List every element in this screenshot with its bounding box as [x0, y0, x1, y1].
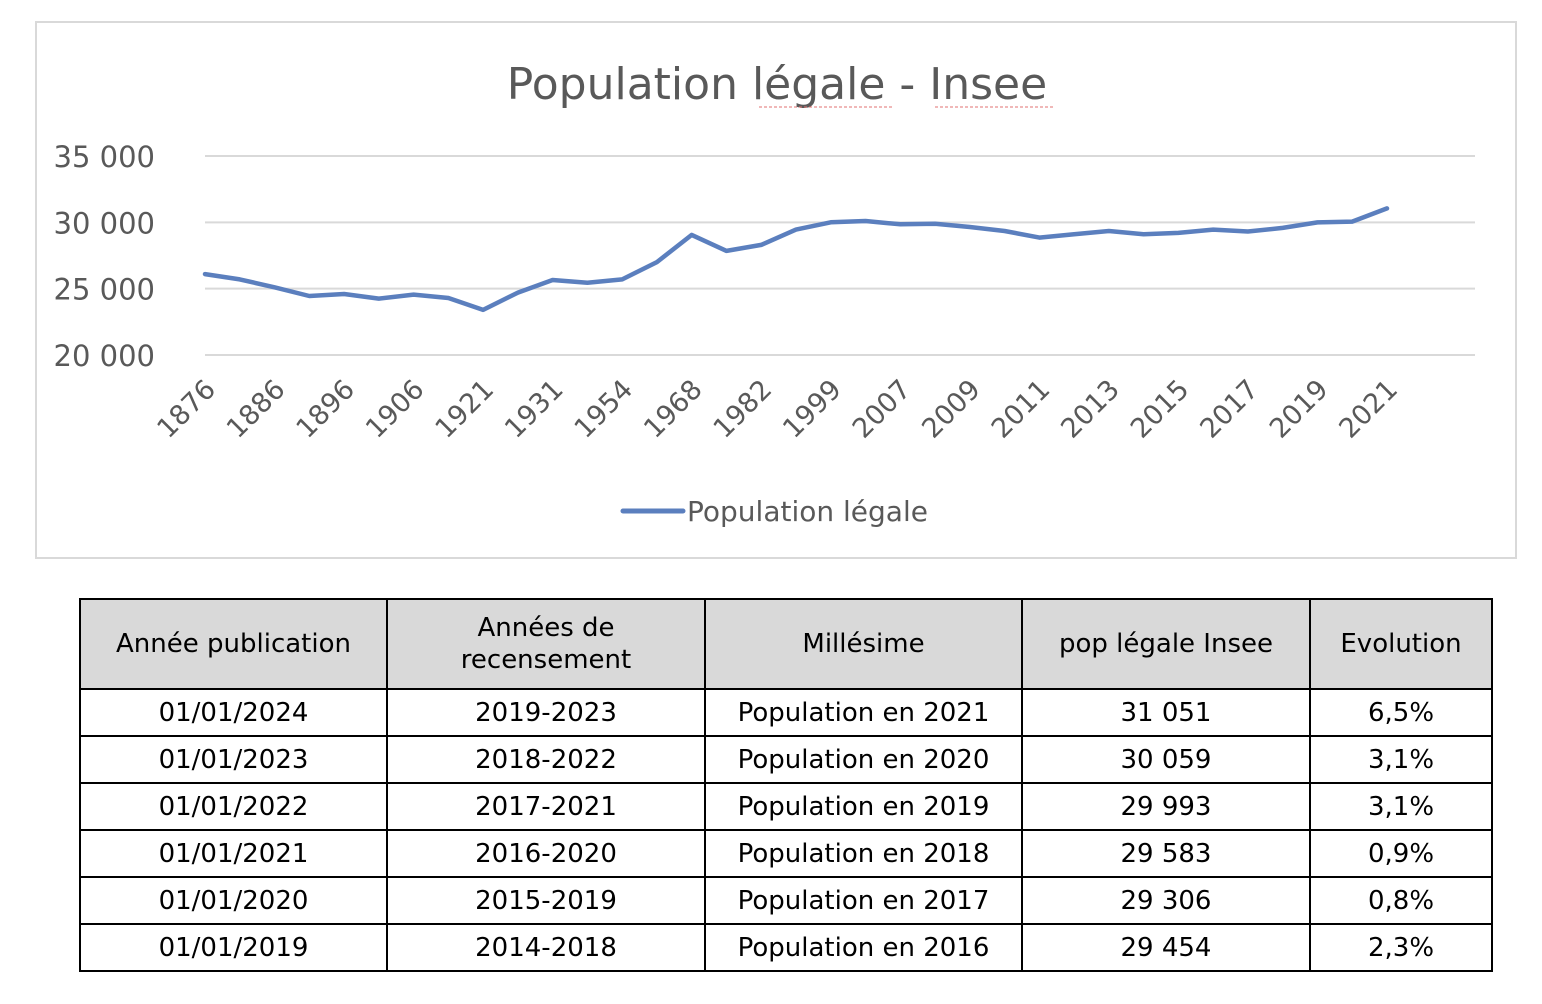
- x-tick-label: 2015: [1125, 374, 1196, 445]
- cell-evolution: 6,5%: [1309, 688, 1493, 737]
- cell-pop-legale: 29 306: [1021, 876, 1311, 925]
- header-annees-recensement: Années de recensement: [386, 598, 706, 690]
- cell-millesime: Population en 2019: [704, 782, 1023, 831]
- x-tick-label: 1954: [569, 374, 640, 445]
- header-annee-publication: Année publication: [79, 598, 388, 690]
- cell-annee-publication: 01/01/2024: [79, 688, 388, 737]
- x-tick-label: 2011: [986, 374, 1057, 445]
- cell-annees-recensement: 2014-2018: [386, 923, 706, 972]
- cell-pop-legale: 29 454: [1021, 923, 1311, 972]
- cell-pop-legale: 29 993: [1021, 782, 1311, 831]
- cell-evolution: 2,3%: [1309, 923, 1493, 972]
- cell-annees-recensement: 2018-2022: [386, 735, 706, 784]
- chart-title: Population légale - Insee: [507, 59, 1047, 110]
- table-row: 01/01/2024 2019-2023 Population en 2021 31 …: [79, 688, 1493, 737]
- cell-evolution: 3,1%: [1309, 735, 1493, 784]
- cell-annees-recensement: 2016-2020: [386, 829, 706, 878]
- legend: Population légale: [620, 495, 928, 528]
- series-layer: [202, 206, 1390, 313]
- cell-millesime: Population en 2016: [704, 923, 1023, 972]
- x-tick-label: 2019: [1264, 374, 1335, 445]
- table-row: 01/01/2021 2016-2020 Population en 2018 29 …: [79, 829, 1493, 878]
- x-axis-labels: 1876 1886 1896 1906 1921 1931 1954 1968 1982 1999…: [151, 374, 1404, 445]
- cell-annees-recensement: 2015-2019: [386, 876, 706, 925]
- table-row: 01/01/2023 2018-2022 Population en 2020 30 …: [79, 735, 1493, 784]
- cell-annee-publication: 01/01/2019: [79, 923, 388, 972]
- x-tick-label: 1982: [708, 374, 779, 445]
- table-row: 01/01/2019 2014-2018 Population en 2016 29 …: [79, 923, 1493, 972]
- table-row: 01/01/2020 2015-2019 Population en 2017 29 …: [79, 876, 1493, 925]
- y-tick-label: 30 000: [54, 206, 155, 240]
- table-row: 01/01/2022 2017-2021 Population en 2019 29 …: [79, 782, 1493, 831]
- table-header-row: Année publication Années de recensement …: [79, 598, 1493, 690]
- cell-evolution: 0,8%: [1309, 876, 1493, 925]
- population-table-container: Année publication Années de recensement …: [79, 598, 1493, 972]
- gridlines: [205, 155, 1475, 356]
- header-millesime: Millésime: [704, 598, 1023, 690]
- x-tick-label: 2013: [1055, 374, 1126, 445]
- chart-container: Population légale - Insee 20 000 25 000 30…: [35, 21, 1517, 559]
- cell-millesime: Population en 2018: [704, 829, 1023, 878]
- x-tick-label: 1968: [638, 374, 709, 445]
- x-tick-label: 2007: [847, 374, 918, 445]
- header-evolution: Evolution: [1309, 598, 1493, 690]
- x-tick-label: 2017: [1194, 374, 1265, 445]
- x-tick-label: 1896: [290, 374, 361, 445]
- x-tick-label: 1999: [777, 374, 848, 445]
- cell-millesime: Population en 2017: [704, 876, 1023, 925]
- y-tick-label: 25 000: [54, 273, 155, 307]
- cell-annee-publication: 01/01/2022: [79, 782, 388, 831]
- cell-annee-publication: 01/01/2023: [79, 735, 388, 784]
- x-tick-label: 1931: [499, 374, 570, 445]
- cell-annee-publication: 01/01/2020: [79, 876, 388, 925]
- cell-evolution: 3,1%: [1309, 782, 1493, 831]
- x-tick-label: 1886: [221, 374, 292, 445]
- y-tick-label: 20 000: [54, 339, 155, 373]
- cell-millesime: Population en 2020: [704, 735, 1023, 784]
- x-tick-label: 1921: [430, 374, 501, 445]
- cell-pop-legale: 30 059: [1021, 735, 1311, 784]
- series-line-population-legale: [202, 206, 1390, 313]
- x-tick-label: 2009: [916, 374, 987, 445]
- legend-label: Population légale: [687, 495, 928, 528]
- cell-millesime: Population en 2021: [704, 688, 1023, 737]
- x-tick-label: 1876: [151, 374, 222, 445]
- cell-annees-recensement: 2019-2023: [386, 688, 706, 737]
- y-axis-labels: 20 000 25 000 30 000 35 000: [54, 140, 155, 373]
- header-pop-legale: pop légale Insee: [1021, 598, 1311, 690]
- x-tick-label: 1906: [360, 374, 431, 445]
- cell-evolution: 0,9%: [1309, 829, 1493, 878]
- x-tick-label: 2021: [1333, 374, 1404, 445]
- cell-annees-recensement: 2017-2021: [386, 782, 706, 831]
- cell-pop-legale: 29 583: [1021, 829, 1311, 878]
- cell-annee-publication: 01/01/2021: [79, 829, 388, 878]
- cell-pop-legale: 31 051: [1021, 688, 1311, 737]
- population-table: Année publication Années de recensement …: [79, 598, 1493, 972]
- line-chart: Population légale - Insee 20 000 25 000 30…: [54, 59, 1475, 528]
- y-tick-label: 35 000: [54, 140, 155, 174]
